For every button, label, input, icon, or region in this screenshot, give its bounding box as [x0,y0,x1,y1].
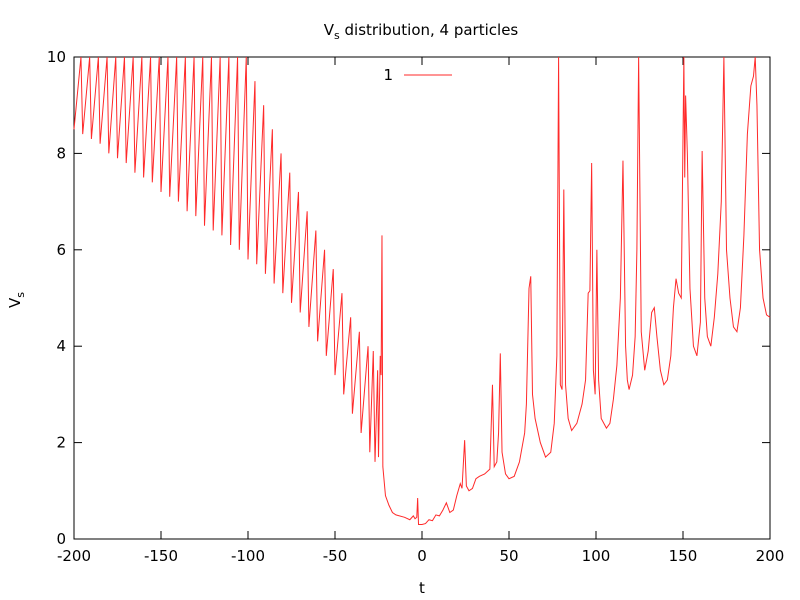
x-tick-label: -200 [57,547,91,565]
y-tick-label: 10 [47,48,66,66]
legend-label-1: 1 [383,66,393,84]
chart-title-subscript: s [334,29,340,42]
y-tick-label: 0 [56,530,66,548]
x-tick-label: 200 [756,547,785,565]
y-tick-label: 4 [56,337,66,355]
legend: 1 [383,66,452,84]
x-tick-label: 0 [417,547,427,565]
x-tick-label: -50 [323,547,348,565]
y-tick-label: 2 [56,434,66,452]
x-axis-label: t [419,579,425,597]
x-tick-label: -100 [231,547,265,565]
chart-title: Vs distribution, 4 particles [324,21,519,42]
x-tick-label: 50 [499,547,518,565]
chart-title-rest: distribution, 4 particles [340,21,519,39]
y-axis-label-subscript: s [14,292,27,298]
x-axis-ticks: -200 -150 -100 -50 0 50 100 150 200 [57,57,784,565]
y-axis-ticks: 0 2 4 6 8 10 [47,48,770,548]
x-tick-label: 100 [582,547,611,565]
y-tick-label: 8 [56,144,66,162]
series-line-1 [73,56,771,526]
x-tick-label: 150 [669,547,698,565]
y-axis-label-main: V [6,297,24,308]
plot-frame [73,56,771,540]
y-axis-label: Vs [6,292,27,308]
chart-title-main: V [324,21,335,39]
y-tick-label: 6 [56,241,66,259]
x-tick-label: -150 [144,547,178,565]
